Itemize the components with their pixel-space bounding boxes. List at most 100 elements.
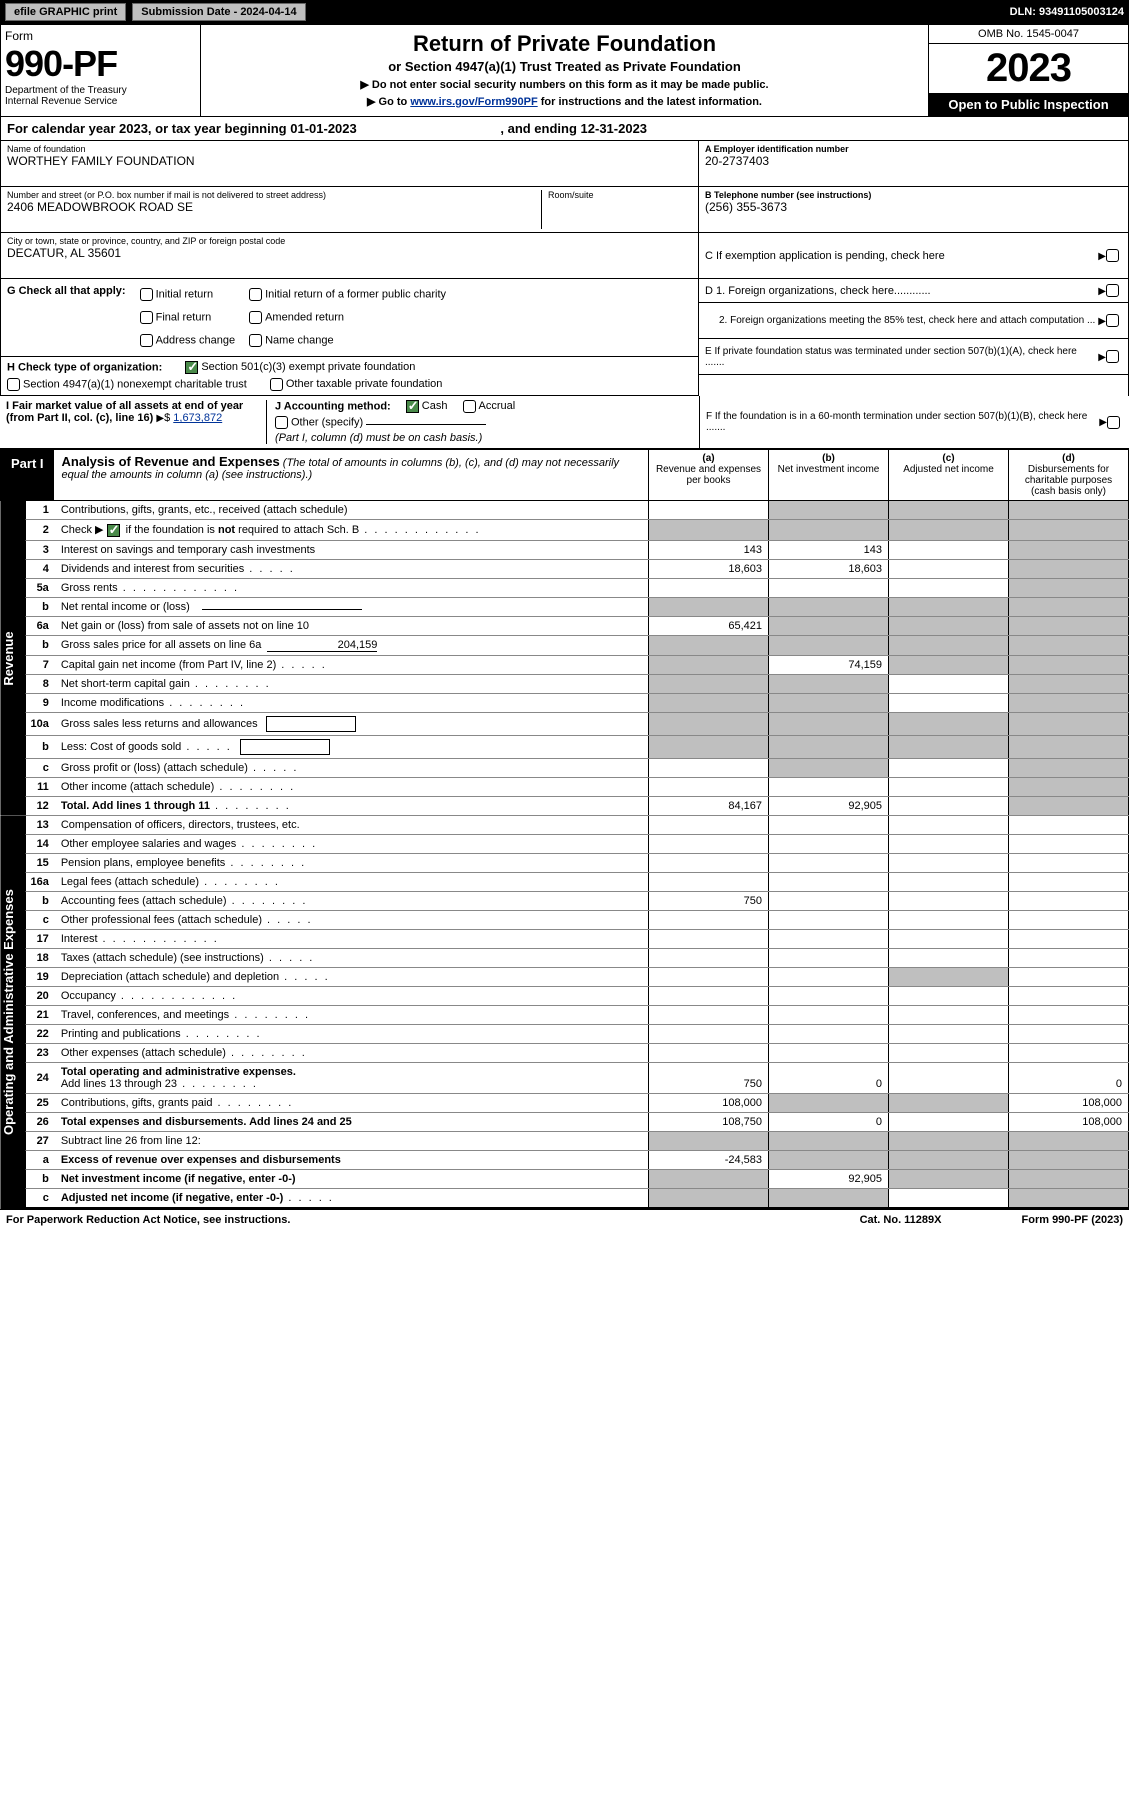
- r23: Other expenses (attach schedule): [61, 1047, 226, 1059]
- r5a: Gross rents: [61, 582, 118, 594]
- part-title: Analysis of Revenue and Expenses: [62, 454, 280, 469]
- name-lbl: Name of foundation: [7, 144, 692, 154]
- arrow-icon: [1098, 315, 1106, 327]
- r10a: Gross sales less returns and allowances: [61, 718, 258, 730]
- h-cb3[interactable]: [270, 378, 283, 391]
- r14: Other employee salaries and wages: [61, 838, 236, 850]
- footer-mid: Cat. No. 11289X: [860, 1214, 942, 1226]
- r4b: 18,603: [769, 559, 889, 578]
- cy-end: 12-31-2023: [581, 121, 648, 136]
- r17: Interest: [61, 933, 98, 945]
- g-section: G Check all that apply: Initial return F…: [1, 279, 698, 357]
- r7b: 74,159: [769, 655, 889, 674]
- g-address: Address change: [156, 334, 236, 346]
- ein-lbl: A Employer identification number: [705, 144, 1122, 154]
- g-cb-amended[interactable]: [249, 311, 262, 324]
- r16b-a: 750: [649, 891, 769, 910]
- r1: Contributions, gifts, grants, etc., rece…: [57, 501, 649, 520]
- d1-cb[interactable]: [1106, 284, 1119, 297]
- irs-link[interactable]: www.irs.gov/Form990PF: [410, 96, 537, 108]
- h-opt2: Section 4947(a)(1) nonexempt charitable …: [23, 378, 247, 390]
- r18: Taxes (attach schedule) (see instruction…: [61, 952, 264, 964]
- expenses-label: Operating and Administrative Expenses: [0, 816, 25, 1209]
- arrow-icon: [156, 412, 164, 424]
- j-cash: Cash: [422, 400, 448, 412]
- r2a: Check ▶: [61, 524, 104, 536]
- info-grid: Name of foundation WORTHEY FAMILY FOUNDA…: [0, 141, 1129, 279]
- g-cb-address[interactable]: [140, 334, 153, 347]
- h-lbl: H Check type of organization:: [7, 361, 162, 373]
- form-title: Return of Private Foundation: [213, 31, 916, 57]
- efile-btn[interactable]: efile GRAPHIC print: [5, 3, 126, 21]
- calendar-year: For calendar year 2023, or tax year begi…: [0, 117, 1129, 141]
- r25a: 108,000: [649, 1093, 769, 1112]
- arrow-icon: [1098, 250, 1106, 262]
- g-amended: Amended return: [265, 311, 344, 323]
- c-checkbox[interactable]: [1106, 249, 1119, 262]
- revenue-label: Revenue: [0, 501, 25, 816]
- d2-cb[interactable]: [1106, 314, 1119, 327]
- r27b: Net investment income (if negative, ente…: [61, 1173, 296, 1185]
- page-footer: For Paperwork Reduction Act Notice, see …: [0, 1209, 1129, 1230]
- ijf-row: I Fair market value of all assets at end…: [0, 396, 1129, 449]
- cy-begin: 01-01-2023: [290, 121, 357, 136]
- r24b: 0: [769, 1062, 889, 1093]
- j-cash-cb[interactable]: [406, 400, 419, 413]
- r27a-a: -24,583: [649, 1150, 769, 1169]
- r13: Compensation of officers, directors, tru…: [57, 816, 649, 835]
- r27b-b: 92,905: [769, 1169, 889, 1188]
- revenue-section: Revenue 1Contributions, gifts, grants, e…: [0, 501, 1129, 816]
- irs: Internal Revenue Service: [5, 96, 196, 107]
- c-lbl: C If exemption application is pending, c…: [705, 250, 1098, 262]
- cy-mid: , and ending: [500, 121, 580, 136]
- g-cb-name[interactable]: [249, 334, 262, 347]
- r27c: Adjusted net income (if negative, enter …: [61, 1192, 283, 1204]
- note-1: ▶ Do not enter social security numbers o…: [213, 78, 916, 91]
- g-cb-former[interactable]: [249, 288, 262, 301]
- col-c: Adjusted net income: [903, 464, 994, 475]
- form-label: Form: [5, 29, 196, 43]
- g-cb-initial[interactable]: [140, 288, 153, 301]
- r11: Other income (attach schedule): [61, 781, 214, 793]
- footer-right: Form 990-PF (2023): [1022, 1214, 1124, 1226]
- fmv-link[interactable]: 1,673,872: [173, 412, 222, 424]
- e-cb[interactable]: [1106, 350, 1119, 363]
- g-cb-final[interactable]: [140, 311, 153, 324]
- h-cb2[interactable]: [7, 378, 20, 391]
- r24: Total operating and administrative expen…: [61, 1066, 296, 1078]
- j-other-cb[interactable]: [275, 416, 288, 429]
- h-cb1[interactable]: [185, 361, 198, 374]
- f-cb[interactable]: [1107, 416, 1120, 429]
- form-subtitle: or Section 4947(a)(1) Trust Treated as P…: [213, 59, 916, 74]
- footer-left: For Paperwork Reduction Act Notice, see …: [6, 1214, 290, 1226]
- g-final: Final return: [156, 311, 212, 323]
- arrow-icon: [1098, 351, 1106, 363]
- f: F If the foundation is in a 60-month ter…: [706, 411, 1099, 433]
- dept: Department of the Treasury: [5, 85, 196, 96]
- r3a: 143: [649, 540, 769, 559]
- r4a: 18,603: [649, 559, 769, 578]
- r12b: 92,905: [769, 796, 889, 815]
- r25d: 108,000: [1009, 1093, 1129, 1112]
- r20: Occupancy: [61, 990, 116, 1002]
- g-lbl: G Check all that apply:: [7, 285, 126, 350]
- r3b: 143: [769, 540, 889, 559]
- tax-year: 2023: [929, 44, 1128, 93]
- h-opt3: Other taxable private foundation: [286, 378, 443, 390]
- r12: Total. Add lines 1 through 11: [61, 800, 210, 812]
- tel-lbl: B Telephone number (see instructions): [705, 190, 1122, 200]
- r6a-a: 65,421: [649, 616, 769, 635]
- g-initial: Initial return: [156, 288, 213, 300]
- r12a: 84,167: [649, 796, 769, 815]
- r8: Net short-term capital gain: [61, 678, 190, 690]
- expenses-table: 13Compensation of officers, directors, t…: [25, 816, 1129, 1209]
- r26a: 108,750: [649, 1112, 769, 1131]
- expenses-section: Operating and Administrative Expenses 13…: [0, 816, 1129, 1209]
- note-2: ▶ Go to www.irs.gov/Form990PF for instru…: [213, 95, 916, 108]
- r2-cb[interactable]: [107, 524, 120, 537]
- top-bar: efile GRAPHIC print Submission Date - 20…: [0, 0, 1129, 24]
- foundation-name: WORTHEY FAMILY FOUNDATION: [7, 154, 692, 168]
- r19: Depreciation (attach schedule) and deple…: [61, 971, 279, 983]
- r24b-lbl: Add lines 13 through 23: [61, 1078, 177, 1090]
- j-accrual-cb[interactable]: [463, 400, 476, 413]
